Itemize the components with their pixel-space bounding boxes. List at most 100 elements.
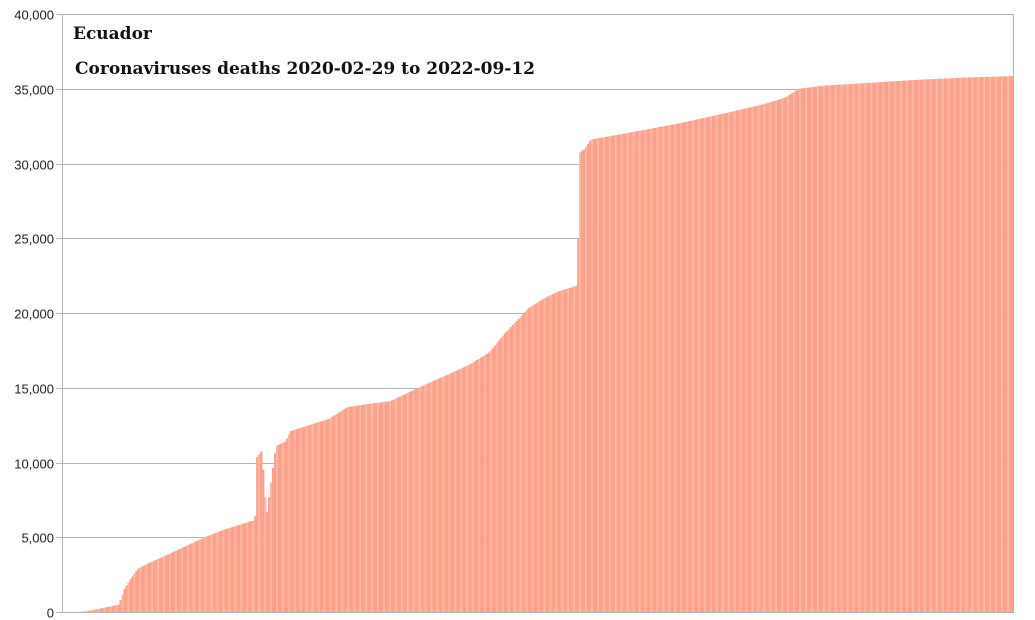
- bar: [684, 122, 687, 612]
- bar: [224, 529, 227, 612]
- bar: [402, 394, 406, 612]
- bar: [444, 375, 447, 612]
- bar: [329, 417, 332, 612]
- bar: [161, 557, 164, 612]
- bar: [565, 289, 568, 612]
- bar: [701, 118, 705, 613]
- bar: [680, 122, 683, 613]
- bar: [101, 607, 104, 612]
- bar: [440, 377, 443, 612]
- bar: [497, 340, 501, 612]
- bar: [242, 523, 245, 612]
- bar: [180, 548, 184, 612]
- bar: [240, 524, 243, 612]
- bar: [210, 534, 213, 612]
- bar: [260, 451, 263, 612]
- bar: [836, 84, 839, 612]
- y-tick-label: 5,000: [21, 531, 54, 546]
- bar: [214, 532, 217, 612]
- bar: [190, 543, 194, 612]
- bar: [602, 137, 606, 613]
- bar: [858, 83, 861, 612]
- bar: [608, 136, 612, 612]
- bar: [143, 565, 146, 612]
- bar: [892, 81, 895, 613]
- bar: [196, 540, 199, 612]
- bar: [694, 119, 697, 613]
- bar: [915, 79, 919, 613]
- bar: [596, 138, 600, 613]
- bar: [147, 563, 150, 612]
- bar: [781, 98, 784, 612]
- bar: [331, 416, 334, 612]
- bar: [438, 378, 441, 612]
- bar: [212, 533, 215, 612]
- bar: [412, 390, 415, 612]
- bar: [598, 137, 602, 612]
- bar: [848, 84, 851, 612]
- bar: [674, 124, 677, 612]
- bar: [856, 83, 859, 612]
- bar: [470, 363, 473, 612]
- bar: [151, 561, 154, 612]
- bar: [852, 83, 855, 612]
- bar: [309, 424, 312, 612]
- bar: [745, 108, 748, 612]
- bar: [840, 84, 843, 612]
- bar: [186, 545, 190, 612]
- bar: [408, 391, 411, 612]
- bar: [547, 296, 550, 612]
- bar: [872, 82, 875, 612]
- bar: [618, 134, 622, 612]
- bar: [868, 82, 871, 612]
- bar: [882, 81, 885, 612]
- bar: [824, 85, 828, 612]
- bar: [420, 386, 423, 612]
- bar: [355, 405, 358, 612]
- bar: [697, 118, 701, 613]
- bar: [628, 132, 631, 612]
- bar: [139, 567, 142, 612]
- bar: [436, 379, 439, 612]
- bar: [600, 137, 604, 612]
- bar: [131, 576, 134, 612]
- bar: [957, 77, 960, 613]
- bar: [382, 401, 386, 612]
- bar: [878, 82, 881, 612]
- bar: [636, 131, 639, 613]
- bar: [634, 131, 637, 613]
- bar: [715, 115, 719, 612]
- bar: [604, 136, 608, 612]
- bar: [204, 536, 207, 612]
- bar: [167, 554, 170, 612]
- bar: [828, 85, 832, 612]
- bar: [785, 96, 788, 613]
- bar: [511, 325, 515, 612]
- bar: [537, 301, 540, 612]
- bar: [163, 556, 166, 612]
- bar: [921, 79, 925, 613]
- bar: [319, 421, 322, 612]
- bar: [466, 365, 469, 612]
- bar: [610, 135, 614, 612]
- bar: [513, 322, 516, 612]
- bar: [826, 85, 830, 612]
- bar: [208, 535, 211, 612]
- bar: [775, 100, 778, 613]
- bar: [228, 527, 231, 612]
- bar: [491, 348, 495, 612]
- bar: [521, 314, 524, 612]
- bar: [396, 397, 400, 612]
- bar: [967, 77, 970, 612]
- bar: [640, 130, 643, 613]
- bar: [777, 99, 780, 612]
- bar: [801, 88, 804, 612]
- bar: [109, 606, 112, 612]
- bar: [717, 114, 721, 612]
- bar: [361, 404, 364, 612]
- bar: [85, 611, 89, 612]
- bar: [182, 547, 186, 612]
- bar: [662, 126, 665, 612]
- bar: [442, 376, 445, 612]
